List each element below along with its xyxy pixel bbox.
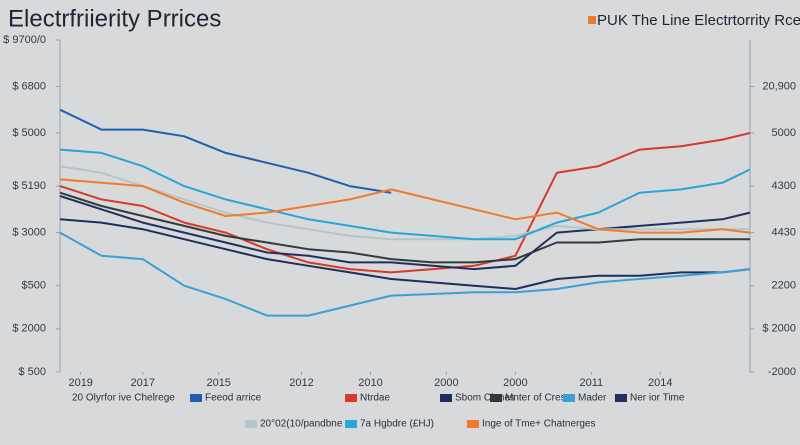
- y-tick-label: $500: [22, 280, 46, 292]
- y-tick-label: $ 3000: [12, 226, 46, 238]
- series-line: [59, 108, 392, 194]
- legend-swatch: [345, 420, 357, 428]
- chart-subtitle: PUK The Line Electrtorrity Rcee: [597, 12, 800, 29]
- legend-swatch: [490, 394, 502, 402]
- x-tick-label: 2014: [648, 377, 672, 389]
- legend-label: 7a Hgbdre (£HJ): [360, 419, 434, 430]
- legend-swatch: [563, 394, 575, 402]
- y2-tick-label: 4300: [772, 180, 796, 192]
- y2-tick-label: 4430: [772, 226, 796, 238]
- y-tick-label: $ 6800: [12, 80, 46, 92]
- series-line: [59, 132, 751, 274]
- series-line: [59, 218, 751, 290]
- series-line: [59, 165, 750, 241]
- legend-note: 20 Olyrfor ive Chelrege: [72, 393, 175, 404]
- y2-tick-label: $ 2000: [762, 323, 796, 335]
- series-line: [59, 231, 751, 317]
- legend-label: 20°02(10/pandbne: [260, 419, 343, 430]
- series-line: [59, 148, 751, 241]
- legend-label: Sbom Clanes: [455, 393, 515, 404]
- series-line: [59, 195, 751, 271]
- legend-label: Mnter of Cress: [505, 393, 571, 404]
- legend-swatch: [345, 394, 357, 402]
- x-tick-label: 2017: [131, 377, 155, 389]
- x-tick-label: 2000: [503, 377, 527, 389]
- legend-swatch: [615, 394, 627, 402]
- y-tick-label: $ 500: [18, 366, 46, 378]
- legend-swatch: [467, 420, 479, 428]
- series-line: [59, 191, 750, 264]
- legend-label: Inge of Tme+ Chatnerges: [482, 419, 596, 430]
- legend-swatch: [440, 394, 452, 402]
- x-tick-label: 2000: [434, 377, 458, 389]
- y2-tick-label: -2000: [768, 366, 796, 378]
- legend-swatch: [245, 420, 257, 428]
- legend-label: Ntrdae: [360, 393, 390, 404]
- y2-tick-label: 2200: [772, 280, 796, 292]
- y-tick-label: $ 2000: [12, 323, 46, 335]
- legend-swatch: [190, 394, 202, 402]
- x-tick-label: 2015: [206, 377, 230, 389]
- y-tick-label: $ 9700/0: [3, 34, 46, 46]
- x-tick-label: 2010: [358, 377, 382, 389]
- y-tick-label: $ 5190: [12, 180, 46, 192]
- series-line: [59, 178, 751, 234]
- chart-title: Electrfriierity Prrices: [8, 5, 221, 32]
- legend-label: Feeod arrice: [205, 393, 262, 404]
- x-tick-label: 2012: [289, 377, 313, 389]
- y2-tick-label: 5000: [772, 127, 796, 139]
- y-tick-label: $ 5000: [12, 127, 46, 139]
- x-tick-label: 2011: [579, 377, 603, 389]
- x-tick-label: 2019: [68, 377, 92, 389]
- legend-label: Mader: [578, 393, 607, 404]
- y2-tick-label: 20,900: [762, 80, 796, 92]
- subtitle-marker: [588, 16, 596, 24]
- legend-label: Ner ior Time: [630, 393, 685, 404]
